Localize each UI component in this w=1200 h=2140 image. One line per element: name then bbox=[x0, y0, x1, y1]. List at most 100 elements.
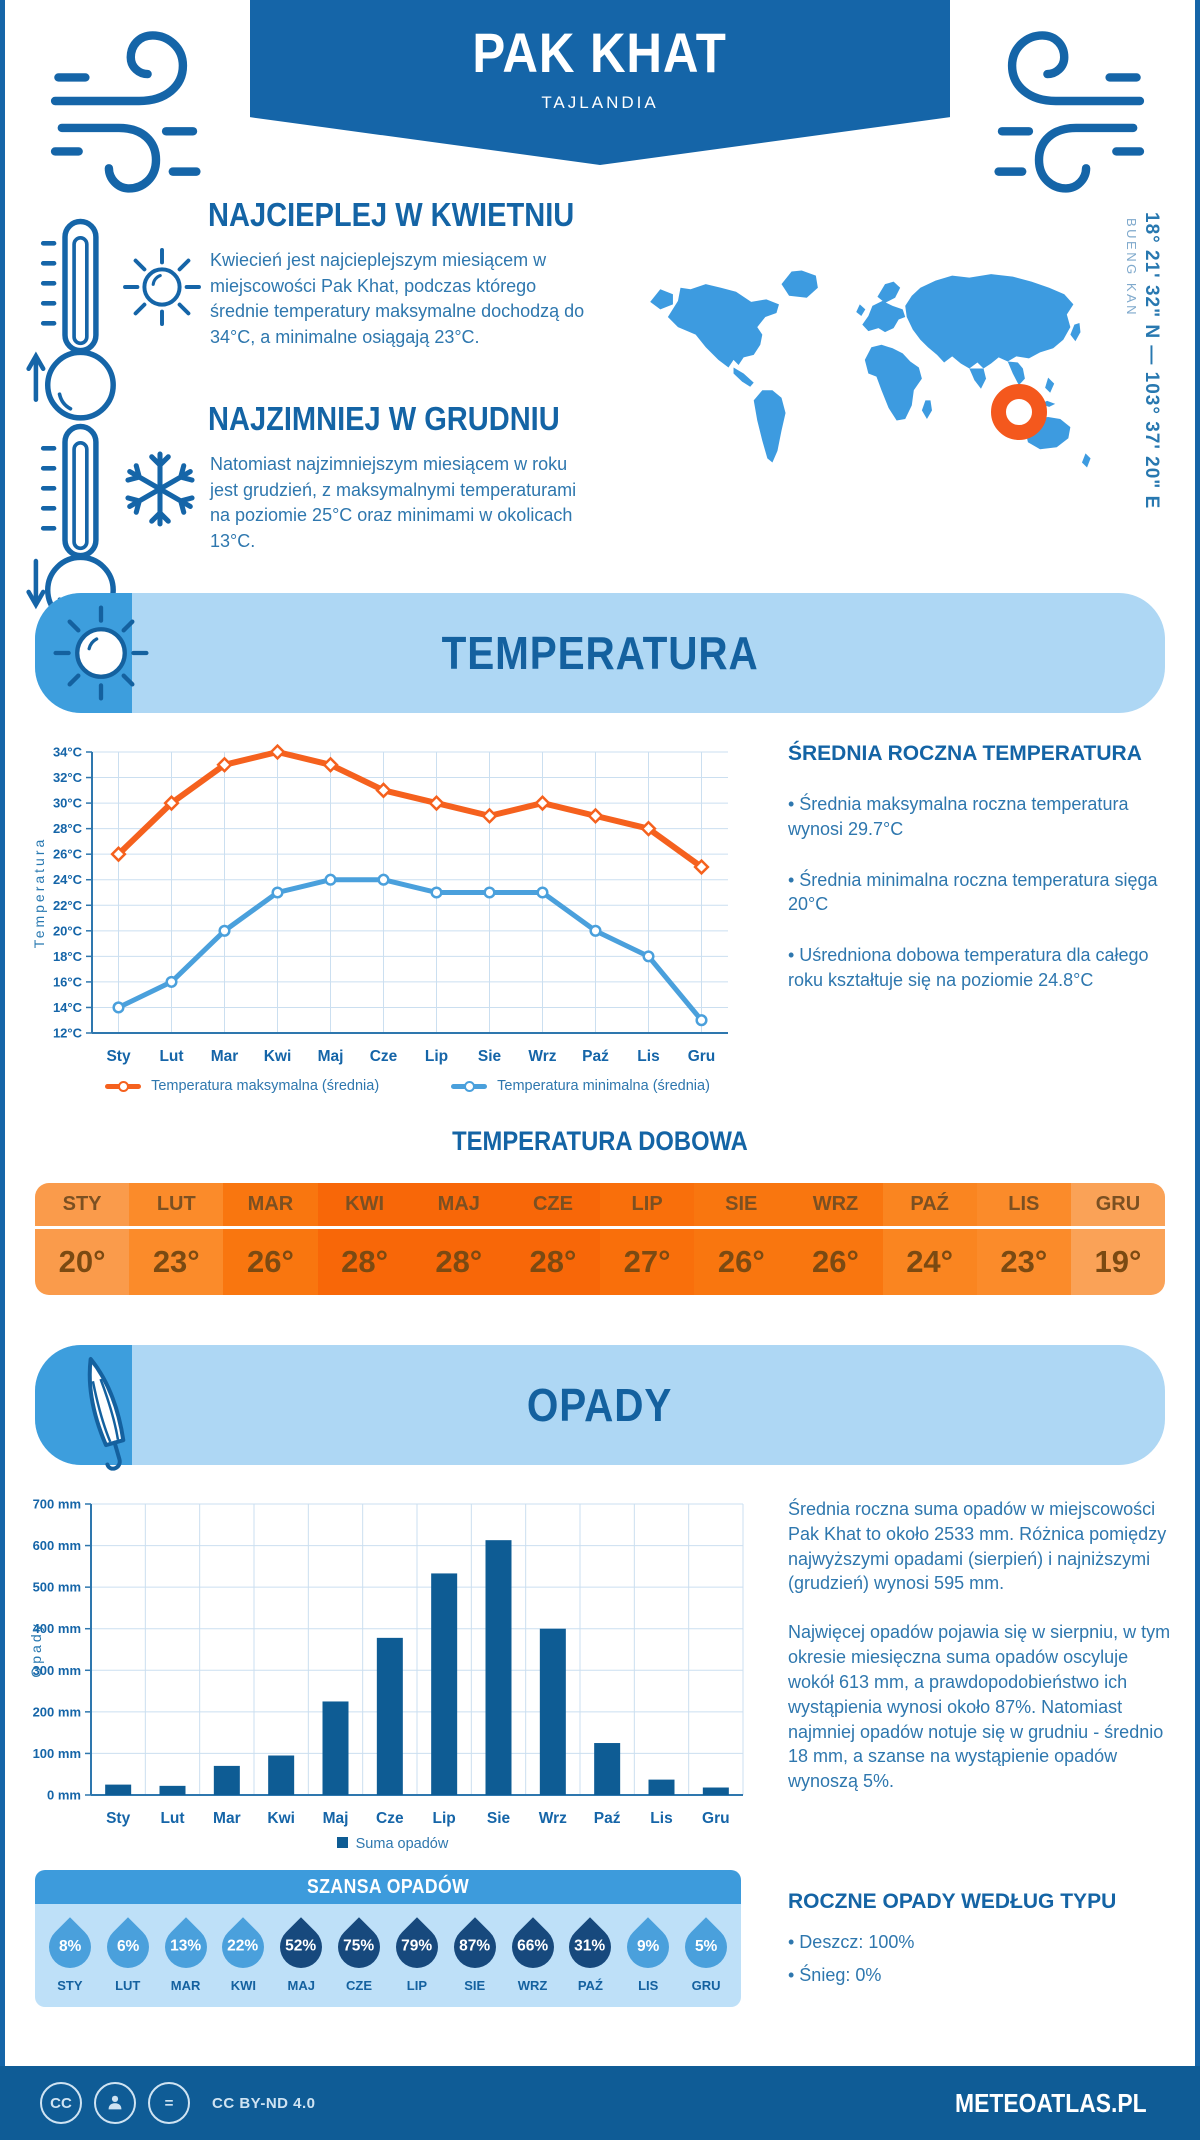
precipitation-legend: Suma opadów bbox=[35, 1836, 750, 1852]
x-tick-label: Lut bbox=[160, 1810, 184, 1827]
x-tick-label: Lut bbox=[159, 1048, 183, 1065]
daily-temperature-heading: TEMPERATURA DOBOWA bbox=[452, 1126, 748, 1156]
person-icon bbox=[94, 2082, 136, 2124]
data-point bbox=[642, 950, 655, 963]
temperature-value: 28° bbox=[529, 1244, 577, 1279]
page-subtitle: TAJLANDIA bbox=[541, 93, 659, 112]
x-tick-label: Wrz bbox=[539, 1810, 567, 1827]
month-column: MAR 26° bbox=[223, 1183, 318, 1295]
y-tick-label: 34°C bbox=[53, 745, 83, 760]
x-tick-label: Lip bbox=[425, 1048, 448, 1065]
temperature-chart: 12°C 14°C 16°C 18°C 20°C 22°C 24°C 26°C 28°C 30°C… bbox=[31, 743, 728, 1065]
axes bbox=[91, 752, 728, 1034]
highlight-cold-heading: NAJZIMNIEJ W GRUDNIU bbox=[208, 400, 560, 437]
rain-chance-value: 22% bbox=[227, 1938, 259, 1955]
y-tick-label: 400 mm bbox=[33, 1621, 81, 1636]
precipitation-type-bullet: • Śnieg: 0% bbox=[788, 1964, 882, 1985]
precipitation-legend-label: Suma opadów bbox=[355, 1836, 449, 1852]
rain-chance-value: 66% bbox=[517, 1938, 549, 1955]
raindrop-icon: 87% bbox=[445, 1917, 505, 1977]
x-tick-label: Kwi bbox=[264, 1048, 292, 1065]
rain-chance-cell: 13% MAR bbox=[155, 1910, 216, 1993]
y-tick-label: 26°C bbox=[53, 847, 83, 862]
data-point bbox=[587, 807, 604, 824]
month-label: LUT bbox=[129, 1183, 224, 1229]
annual-temperature-block: ŚREDNIA ROCZNA TEMPERATURA • Średnia mak… bbox=[788, 742, 1170, 993]
y-tick-label: 300 mm bbox=[33, 1663, 81, 1678]
bar bbox=[322, 1701, 349, 1795]
x-tick-label: Sty bbox=[106, 1048, 131, 1065]
rain-chance-value: 52% bbox=[285, 1938, 317, 1955]
series-line bbox=[115, 749, 705, 870]
month-label: SIE bbox=[694, 1183, 789, 1229]
rain-chance-value: 6% bbox=[116, 1938, 139, 1955]
data-point bbox=[693, 858, 710, 876]
x-tick-label: Lip bbox=[433, 1810, 456, 1827]
page-title: PAK KHAT bbox=[472, 21, 728, 84]
header-banner: PAK KHAT TAJLANDIA bbox=[250, 0, 950, 165]
temperature-value: 26° bbox=[717, 1244, 765, 1279]
y-tick-label: 28°C bbox=[53, 821, 83, 836]
month-label: CZE bbox=[505, 1183, 601, 1229]
rain-chance-cell: 22% KWI bbox=[213, 1910, 274, 1993]
snowflake-icon bbox=[125, 451, 195, 527]
x-tick-label: Wrz bbox=[528, 1048, 556, 1065]
x-tick-label: Mar bbox=[211, 1048, 239, 1065]
annual-bullet: • Średnia minimalna roczna temperatura s… bbox=[788, 869, 1158, 915]
rain-chance-cell: 79% LIP bbox=[387, 1910, 447, 1993]
month-column: KWI 28° bbox=[317, 1183, 412, 1295]
bar bbox=[268, 1755, 295, 1795]
legend-max-glyph bbox=[105, 1080, 142, 1092]
month-label: MAJ bbox=[287, 1978, 315, 1993]
thermometer-down-icon bbox=[26, 423, 116, 626]
rain-chance-value: 31% bbox=[574, 1938, 606, 1955]
legend-square-glyph bbox=[336, 1837, 348, 1848]
bar bbox=[105, 1784, 132, 1795]
rain-chance-value: 5% bbox=[694, 1938, 718, 1955]
rain-chance-cell: 6% LUT bbox=[98, 1910, 158, 1993]
y-tick-label: 30°C bbox=[53, 796, 83, 811]
sun-icon bbox=[123, 248, 201, 326]
cc-icon: CC bbox=[40, 2082, 82, 2124]
bar bbox=[594, 1743, 621, 1795]
license-text: CC BY-ND 4.0 bbox=[212, 2094, 316, 2112]
bar bbox=[702, 1787, 729, 1795]
x-tick-label: Sty bbox=[106, 1810, 130, 1827]
month-label: LIP bbox=[600, 1183, 695, 1229]
left-border bbox=[0, 0, 5, 2140]
x-tick-label: Maj bbox=[323, 1810, 349, 1827]
annual-bullet: • Średnia maksymalna roczna temperatura … bbox=[788, 794, 1129, 839]
month-label: STY bbox=[57, 1978, 83, 1993]
data-point bbox=[536, 886, 549, 899]
rain-chance-value: 9% bbox=[636, 1938, 660, 1955]
world-map bbox=[630, 195, 1135, 540]
month-label: PAŹ bbox=[577, 1978, 603, 1993]
month-label: LIS bbox=[638, 1978, 659, 1993]
x-tick-label: Cze bbox=[376, 1810, 404, 1827]
site-link[interactable]: METEOATLAS.PL bbox=[955, 2087, 1147, 2118]
temperature-value: 28° bbox=[341, 1244, 389, 1279]
month-label: KWI bbox=[230, 1978, 257, 1993]
data-point bbox=[324, 873, 337, 886]
rain-chance-value: 79% bbox=[401, 1938, 433, 1955]
precipitation-type-bullet: • Deszcz: 100% bbox=[788, 1932, 915, 1952]
temperature-value: 24° bbox=[906, 1244, 954, 1279]
raindrop-icon: 13% bbox=[155, 1917, 216, 1977]
month-label: PAŹ bbox=[882, 1183, 977, 1229]
month-label: MAR bbox=[170, 1978, 201, 1993]
temperature-value: 19° bbox=[1094, 1244, 1142, 1279]
legend-item-min: Temperatura minimalna (średnia) bbox=[451, 1078, 710, 1094]
y-tick-label: 0 mm bbox=[47, 1788, 81, 1803]
y-tick-label: 32°C bbox=[53, 770, 83, 785]
license-block[interactable]: CC = CC BY-ND 4.0 bbox=[40, 2082, 316, 2124]
legend-min-glyph bbox=[451, 1080, 488, 1092]
data-point bbox=[110, 846, 127, 863]
highlight-cold-text: Natomiast najzimniejszym miesiącem w rok… bbox=[210, 454, 577, 551]
bar bbox=[648, 1779, 675, 1795]
data-point bbox=[216, 756, 233, 773]
rain-chance-cell: 87% SIE bbox=[445, 1910, 505, 1993]
rain-chance-cell: 9% LIS bbox=[618, 1910, 678, 1993]
data-point bbox=[640, 820, 657, 837]
month-column: STY 20° bbox=[35, 1183, 130, 1295]
precipitation-type-heading: ROCZNE OPADY WEDŁUG TYPU bbox=[788, 1890, 1117, 1913]
